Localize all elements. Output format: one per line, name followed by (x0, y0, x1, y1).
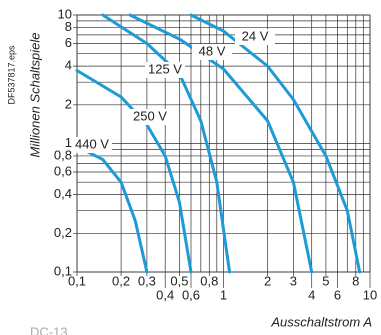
x-axis-label: Ausschaltstrom A (270, 314, 372, 329)
y-tick-label: 0,4 (54, 186, 72, 201)
y-tick-label: 2 (65, 96, 72, 111)
curve-label: 250 V (133, 108, 167, 123)
curve (75, 68, 193, 274)
x-tick-label: 6 (334, 287, 341, 302)
label-bg (130, 109, 170, 125)
footer: DC-13 (30, 324, 68, 335)
label-bg (145, 62, 185, 78)
x-tick-label: 2 (264, 273, 271, 288)
curve-label: 24 V (242, 28, 269, 43)
y-tick-label: 1 (65, 135, 72, 150)
x-tick-label: 0,1 (68, 273, 86, 288)
x-tick-label: 5 (322, 273, 329, 288)
y-tick-label: 0,2 (54, 225, 72, 240)
x-tick-label: 0,8 (200, 273, 218, 288)
y-tick-label: 10 (58, 6, 72, 21)
curve-label: 48 V (199, 43, 226, 58)
y-axis-label: Millionen Schaltspiele (27, 32, 42, 157)
curve (189, 13, 362, 274)
x-tick-label: 1 (220, 287, 227, 302)
x-tick-label: 0,2 (112, 273, 130, 288)
y-tick-label: 6 (65, 35, 72, 50)
y-tick-label: 4 (65, 58, 72, 73)
y-tick-label: 0,8 (54, 147, 72, 162)
file-label: DF537817.eps (6, 45, 16, 105)
label-bg (192, 44, 232, 60)
label-bg (235, 29, 275, 45)
curve-label: 125 V (148, 61, 182, 76)
label-bg (72, 137, 112, 153)
x-tick-label: 0,6 (182, 287, 200, 302)
x-tick-label: 3 (290, 273, 297, 288)
x-tick-label: 10 (363, 287, 377, 302)
curve (128, 13, 314, 274)
curve (75, 144, 149, 274)
x-tick-label: 4 (308, 287, 315, 302)
y-tick-label: 0,6 (54, 163, 72, 178)
y-tick-label: 0,1 (54, 263, 72, 278)
x-tick-label: 0,5 (170, 273, 188, 288)
curve-label: 440 V (75, 136, 109, 151)
curve (101, 13, 232, 274)
y-tick-label: 8 (65, 19, 72, 34)
x-tick-label: 0,4 (156, 287, 174, 302)
x-tick-label: 0,3 (138, 273, 156, 288)
x-tick-label: 8 (352, 273, 359, 288)
